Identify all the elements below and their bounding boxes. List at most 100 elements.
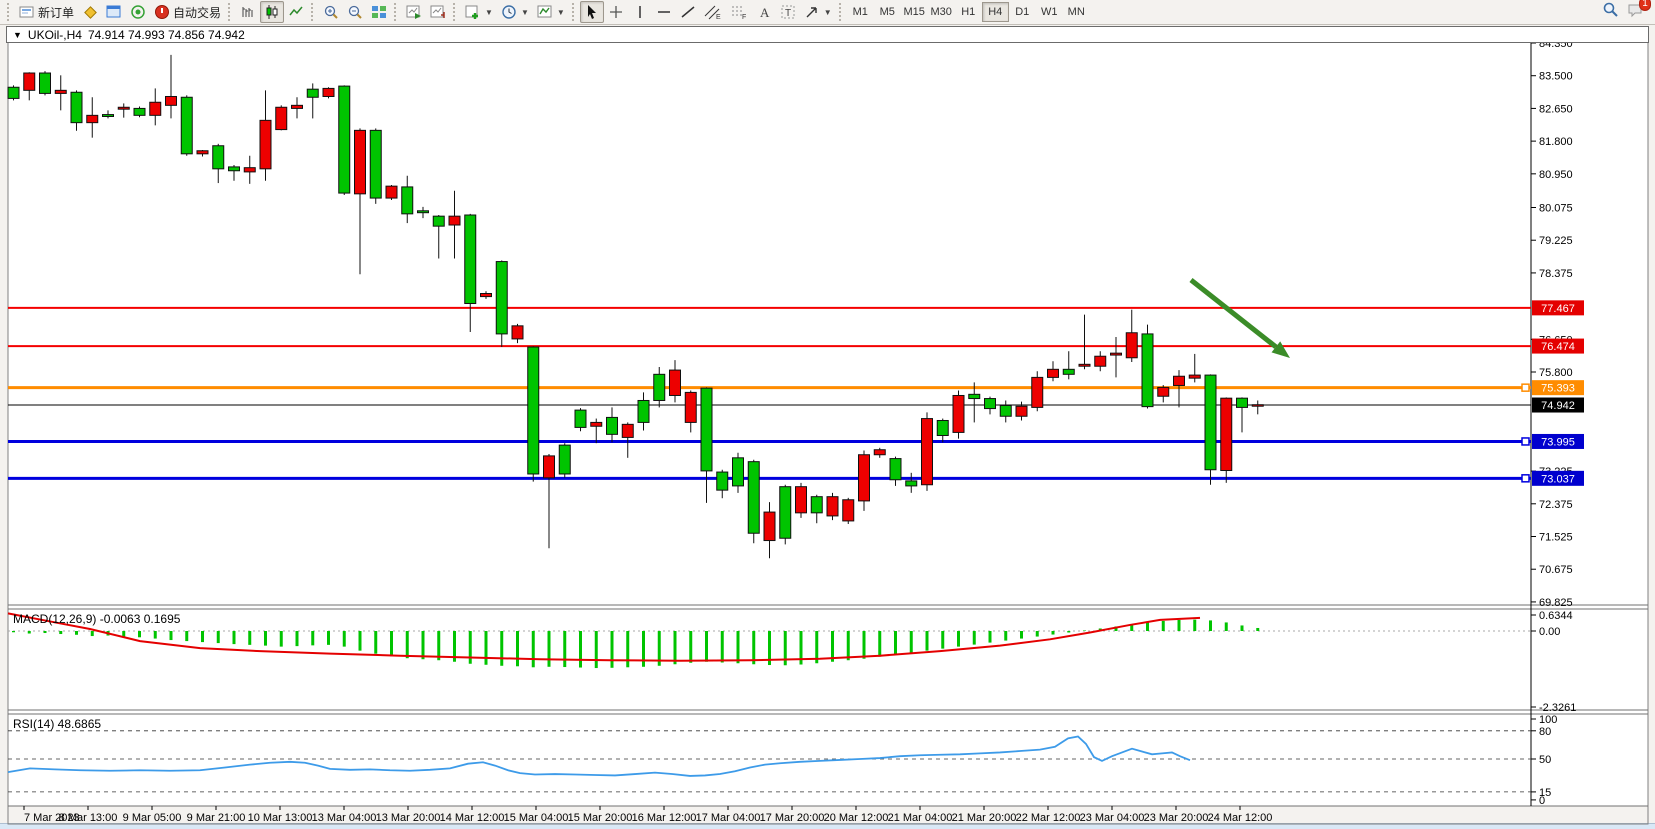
tile-windows-icon xyxy=(371,4,387,20)
price-badge-label: 73.037 xyxy=(1541,473,1575,485)
candle-body xyxy=(464,214,477,305)
candle-body xyxy=(543,455,555,479)
price-badge-label: 77.467 xyxy=(1541,303,1575,315)
toolbar-button-notifications[interactable]: 1 xyxy=(1627,0,1651,23)
text-icon: A xyxy=(756,4,772,20)
toolbar-button-candlestick-chart[interactable] xyxy=(260,1,285,23)
toolbar-button-tile-windows[interactable] xyxy=(367,1,391,23)
periods-icon xyxy=(501,4,517,20)
chart-plot[interactable]: 84.35083.50082.65081.80080.95080.07579.2… xyxy=(0,26,1655,829)
toolbar-button-indicators[interactable]: ▼ xyxy=(461,1,497,23)
new-order-label: 新订单 xyxy=(38,5,75,20)
price-tick-label: 71.525 xyxy=(1539,532,1573,544)
candle-body xyxy=(1015,405,1028,417)
zoom-in-icon xyxy=(323,4,339,20)
time-tick-label: 9 Mar 21:00 xyxy=(187,812,246,824)
toolbar-grip xyxy=(311,3,316,21)
arrows-caret-icon[interactable]: ▼ xyxy=(823,7,832,17)
toolbar-button-crosshair[interactable] xyxy=(604,1,628,23)
time-tick-label: 15 Mar 20:00 xyxy=(568,812,633,824)
annotation-arrow[interactable] xyxy=(1189,278,1278,349)
candle-body xyxy=(1047,368,1059,378)
time-tick-label: 13 Mar 04:00 xyxy=(312,812,377,824)
text-label-icon: T xyxy=(780,4,796,20)
toolbar-button-horizontal-line[interactable] xyxy=(652,1,676,23)
toolbar-button-text[interactable]: A xyxy=(752,1,776,23)
price-badge-label: 76.474 xyxy=(1541,341,1575,353)
candle-body xyxy=(338,85,351,194)
candle-body xyxy=(590,421,603,427)
toolbar-button-new-order[interactable]: 新订单 xyxy=(15,1,78,23)
toolbar-button-line-chart[interactable] xyxy=(284,1,308,23)
toolbar-button-zoom-out[interactable] xyxy=(343,1,367,23)
toolbar-button-cursor[interactable] xyxy=(579,1,604,23)
toolbar-button-market-watch[interactable] xyxy=(102,1,126,23)
candle-body xyxy=(354,129,366,195)
indicators-caret-icon[interactable]: ▼ xyxy=(485,7,493,17)
toolbar-button-trendline[interactable] xyxy=(676,1,700,23)
periods-caret-icon[interactable]: ▼ xyxy=(520,7,529,17)
candle-body xyxy=(1094,355,1107,367)
timeframe-button-w1[interactable]: W1 xyxy=(1040,6,1058,18)
vertical-line-icon xyxy=(632,4,648,20)
hline-handle[interactable] xyxy=(1521,437,1530,446)
toolbar-button-fibonacci[interactable]: F xyxy=(726,1,752,23)
toolbar-button-templates[interactable]: ▼ xyxy=(533,1,569,23)
toolbar-button-text-label[interactable]: T xyxy=(776,1,800,23)
time-tick-label: 17 Mar 20:00 xyxy=(760,812,825,824)
price-tick-label: 82.650 xyxy=(1539,103,1573,115)
candle-body xyxy=(1141,333,1154,408)
candle-body xyxy=(606,416,618,435)
candle-body xyxy=(1220,397,1233,472)
new-order-icon xyxy=(19,4,35,20)
candle-body xyxy=(54,89,67,94)
timeframe-button-mn[interactable]: MN xyxy=(1067,6,1085,18)
annotation-arrow-head[interactable] xyxy=(1271,341,1290,358)
timeframe-button-d1[interactable]: D1 xyxy=(1015,6,1030,18)
toolbar-button-periods[interactable]: ▼ xyxy=(497,1,533,23)
candle-body xyxy=(826,496,839,517)
toolbar-grip xyxy=(7,3,12,21)
chart-title-bar[interactable]: ▼ UKOil-,H4 74.914 74.993 74.856 74.942 xyxy=(6,26,1649,43)
toolbar-button-equidistant-channel[interactable]: E xyxy=(700,1,726,23)
timeframe-button-h4[interactable]: H4 xyxy=(981,2,1009,22)
timeframe-button-m30[interactable]: M30 xyxy=(930,6,952,18)
candle-body xyxy=(1173,375,1185,386)
timeframe-button-m5[interactable]: M5 xyxy=(879,6,895,18)
rsi-tick-label: 100 xyxy=(1539,714,1557,726)
candle-body xyxy=(495,261,508,335)
candle-body xyxy=(905,480,918,487)
hline-handle[interactable] xyxy=(1521,474,1530,483)
candle-body xyxy=(86,114,99,124)
toolbar-button-signals[interactable] xyxy=(126,1,150,23)
candle-body xyxy=(669,369,681,396)
toolbar-button-bar-chart[interactable] xyxy=(236,1,260,23)
price-badge xyxy=(1532,300,1584,316)
toolbar-button-arrows[interactable]: ▼ xyxy=(800,1,836,23)
rsi-label: RSI(14) 48.6865 xyxy=(13,717,102,731)
toolbar-button-auto-trading[interactable]: 自动交易 xyxy=(150,1,225,23)
timeframe-button-m1[interactable]: M1 xyxy=(852,6,868,18)
price-tick-label: 83.500 xyxy=(1539,71,1573,83)
timeframe-button-m15[interactable]: M15 xyxy=(903,6,925,18)
candle-body xyxy=(102,114,114,117)
templates-caret-icon[interactable]: ▼ xyxy=(556,7,565,17)
time-tick-label: 23 Mar 20:00 xyxy=(1144,812,1209,824)
toolbar-button-chart-shift[interactable] xyxy=(426,1,450,23)
toolbar-button-search[interactable] xyxy=(1602,1,1619,23)
toolbar-button-vertical-line[interactable] xyxy=(628,1,652,23)
time-tick-label: 8 Mar 13:00 xyxy=(59,812,118,824)
candle-body xyxy=(747,461,760,534)
candle-body xyxy=(243,167,256,173)
toolbar-grip xyxy=(228,3,233,21)
chart-title-dropdown-icon[interactable]: ▼ xyxy=(13,29,22,40)
hline-handle[interactable] xyxy=(1521,383,1530,392)
price-tick-label: 80.950 xyxy=(1539,169,1573,181)
timeframe-button-h1[interactable]: H1 xyxy=(961,6,976,18)
toolbar-button-history-center[interactable] xyxy=(78,1,102,23)
toolbar-button-auto-scroll[interactable] xyxy=(402,1,426,23)
time-tick-label: 9 Mar 05:00 xyxy=(123,812,182,824)
time-tick-label: 16 Mar 12:00 xyxy=(632,812,697,824)
toolbar-button-zoom-in[interactable] xyxy=(319,1,343,23)
